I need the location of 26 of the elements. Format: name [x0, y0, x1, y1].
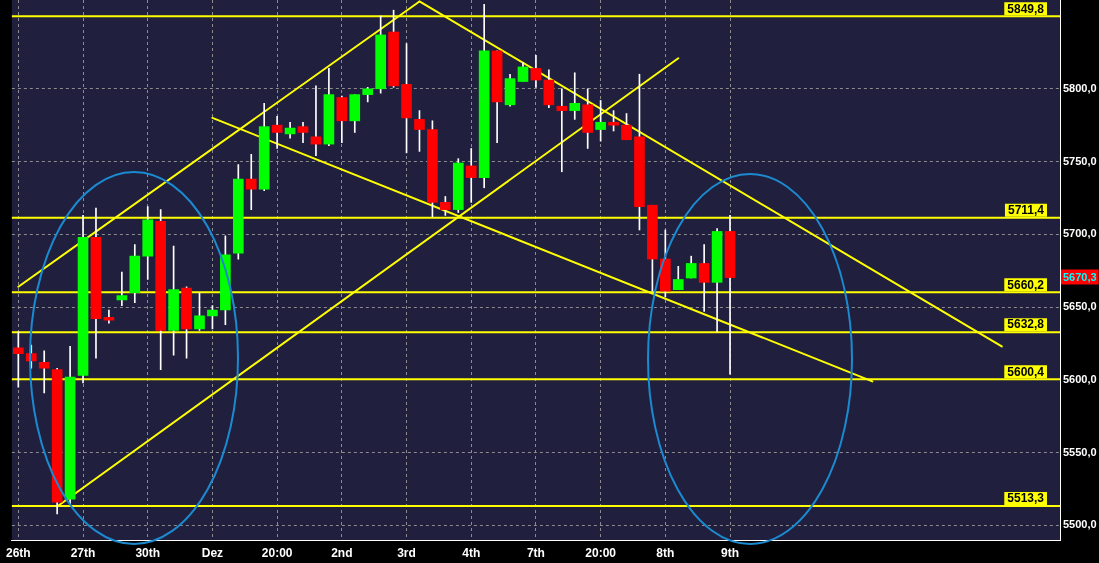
- x-tick-label: 7th: [526, 545, 545, 560]
- y-tick-label: 5750,0: [1063, 154, 1097, 167]
- ref-line-label: 5600,4: [1007, 364, 1045, 379]
- x-tick-label: 30th: [135, 545, 161, 560]
- x-tick-label: 20:00: [261, 545, 293, 560]
- ref-line-label: 5513,3: [1007, 491, 1045, 506]
- x-tick-label: 9th: [721, 545, 740, 560]
- y-tick-label: 5550,0: [1063, 445, 1097, 458]
- y-tick-label: 5800,0: [1063, 81, 1097, 94]
- y-tick-label: 5700,0: [1063, 227, 1097, 240]
- y-tick-label: 5600,0: [1063, 372, 1097, 385]
- x-tick-label: 3rd: [397, 545, 416, 560]
- x-tick-label: 4th: [462, 545, 481, 560]
- x-tick-label: 8th: [656, 545, 675, 560]
- annotation: 5670,3: [1063, 270, 1097, 283]
- x-tick-label: 26th: [5, 545, 31, 560]
- ref-line-label: 5632,8: [1007, 317, 1045, 332]
- ref-line-label: 5711,4: [1007, 203, 1045, 218]
- ref-line-label: 5660,2: [1007, 277, 1045, 292]
- y-tick-label: 5650,0: [1063, 300, 1097, 313]
- ref-line-label: 5849,8: [1007, 1, 1045, 16]
- x-tick-label: 27th: [70, 545, 96, 560]
- x-tick-label: 20:00: [585, 545, 617, 560]
- y-tick-label: 5500,0: [1063, 518, 1097, 531]
- x-tick-label: 2nd: [331, 545, 353, 560]
- x-tick-label: Dez: [201, 545, 224, 560]
